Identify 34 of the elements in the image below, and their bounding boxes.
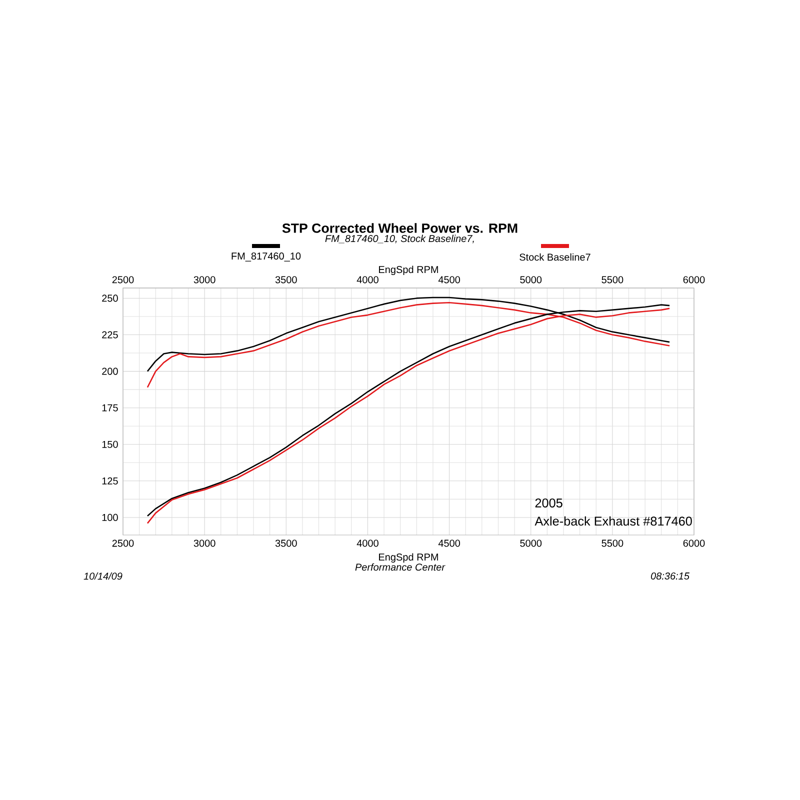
y-tick-label: 225 bbox=[102, 331, 118, 338]
x2-axis-title: EngSpd RPM bbox=[379, 266, 438, 276]
text: Performance Center bbox=[355, 563, 446, 571]
x-tick-label: 5500 bbox=[602, 540, 624, 547]
x2-tick-label: 5000 bbox=[520, 276, 542, 284]
x2-tick-label: 3000 bbox=[194, 276, 216, 284]
y-tick-label: 125 bbox=[102, 477, 118, 484]
annotation: Axle-back Exhaust #817460 bbox=[534, 516, 692, 526]
legend-label: FM_817460_10 bbox=[232, 252, 301, 262]
x2-tick-label: 2500 bbox=[112, 276, 134, 284]
legend-label: Stock Baseline7 bbox=[520, 253, 590, 261]
x2-tick-label: 4000 bbox=[356, 276, 378, 284]
x2-tick-label: 3500 bbox=[275, 276, 297, 284]
text: 10/14/09 bbox=[84, 572, 122, 580]
x-tick-label: 5000 bbox=[520, 540, 542, 547]
y-tick-label: 150 bbox=[102, 440, 118, 448]
annotation: 2005 bbox=[535, 498, 562, 508]
chart-subtitle: FM_817460_10, Stock Baseline7, bbox=[325, 234, 474, 244]
x-axis-title: EngSpd RPM bbox=[379, 553, 438, 563]
text: 08:36:15 bbox=[650, 572, 690, 580]
x-tick-label: 2500 bbox=[112, 540, 134, 547]
x-tick-label: 6000 bbox=[683, 540, 705, 547]
y-tick-label: 200 bbox=[102, 368, 118, 375]
x-tick-label: 4500 bbox=[438, 540, 460, 547]
x-tick-label: 3000 bbox=[194, 540, 216, 547]
x2-tick-label: 5500 bbox=[602, 276, 624, 284]
x2-tick-label: 4500 bbox=[438, 276, 460, 284]
y-tick-label: 175 bbox=[102, 404, 118, 412]
chart-title: STP Corrected Wheel Power vs. RPM bbox=[282, 223, 518, 233]
x-tick-label: 4000 bbox=[356, 540, 378, 547]
x2-tick-label: 6000 bbox=[683, 276, 705, 284]
y-tick-label: 100 bbox=[102, 514, 118, 522]
x-tick-label: 3500 bbox=[275, 540, 297, 547]
y-tick-label: 250 bbox=[102, 294, 118, 302]
